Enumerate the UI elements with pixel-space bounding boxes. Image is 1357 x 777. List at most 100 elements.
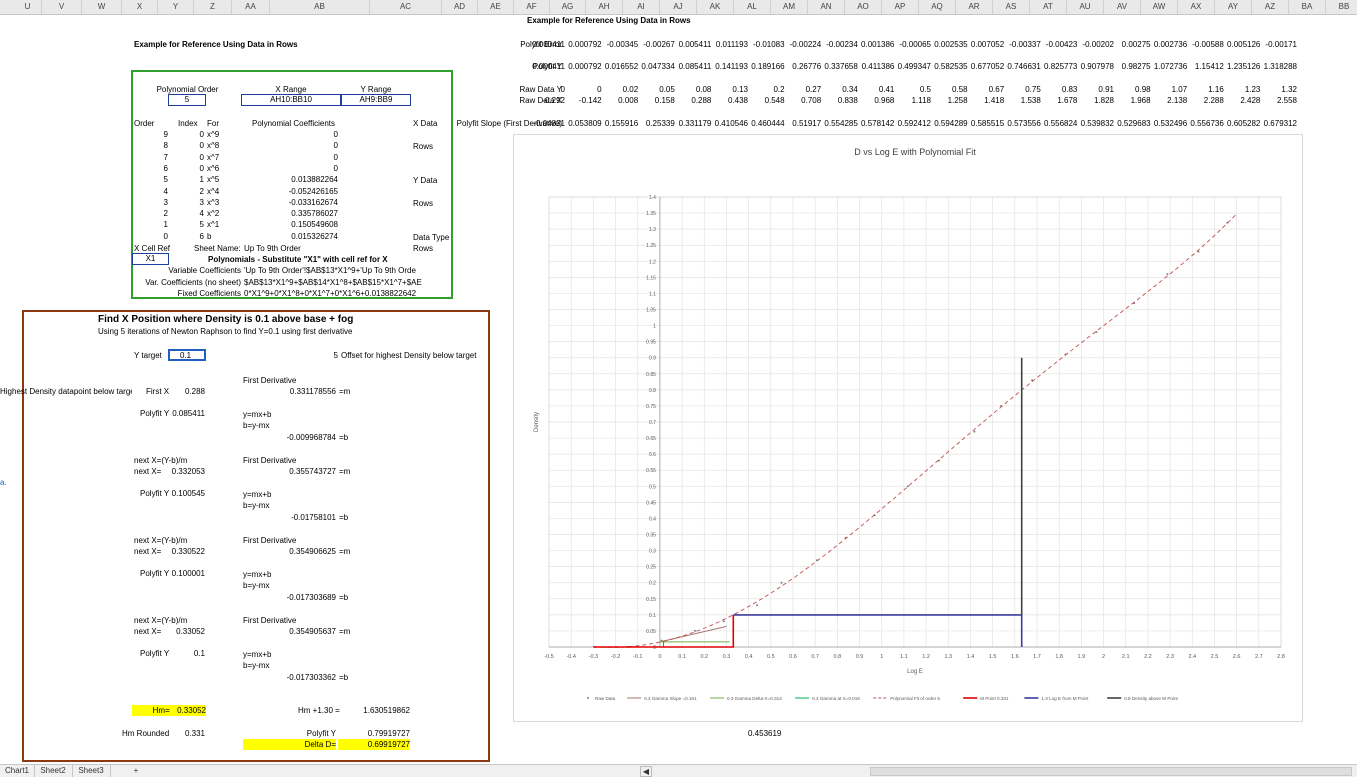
data-cell-raw-y[interactable]: 0.05 bbox=[659, 85, 675, 94]
column-header-ad[interactable]: AD bbox=[442, 0, 478, 14]
data-cell-polyfit-error[interactable]: 0.005126 bbox=[1227, 40, 1261, 49]
data-cell-slope[interactable]: 0.053809 bbox=[568, 119, 602, 128]
data-cell-raw-y[interactable]: 0.2 bbox=[773, 85, 785, 94]
data-cell-polyfit-error[interactable]: -0.00234 bbox=[826, 40, 858, 49]
data-cell-polyfit-y[interactable]: 0.085411 bbox=[678, 62, 712, 71]
data-cell-polyfit-error[interactable]: -0.00337 bbox=[1009, 40, 1041, 49]
column-header-an[interactable]: AN bbox=[808, 0, 845, 14]
column-header-x[interactable]: X bbox=[122, 0, 158, 14]
data-cell-raw-x[interactable]: 2.558 bbox=[1276, 96, 1297, 105]
data-cell-slope[interactable]: 0.51917 bbox=[792, 119, 822, 128]
column-header-y[interactable]: Y bbox=[158, 0, 194, 14]
xcell-ref-input[interactable]: X1 bbox=[132, 253, 169, 265]
data-cell-raw-y[interactable]: 0.34 bbox=[842, 85, 858, 94]
data-cell-raw-x[interactable]: 1.118 bbox=[911, 96, 931, 105]
column-header-au[interactable]: AU bbox=[1067, 0, 1104, 14]
data-cell-slope[interactable]: 0.529683 bbox=[1117, 119, 1151, 128]
data-cell-slope[interactable]: 0.155916 bbox=[604, 119, 639, 128]
data-cell-raw-y[interactable]: 0.5 bbox=[919, 85, 931, 94]
poly-order-input[interactable]: 5 bbox=[168, 94, 206, 106]
column-header-ae[interactable]: AE bbox=[478, 0, 514, 14]
column-header-z[interactable]: Z bbox=[194, 0, 232, 14]
data-cell-slope[interactable]: 0.410546 bbox=[714, 119, 748, 128]
data-cell-polyfit-error[interactable]: 0.000411 bbox=[532, 40, 565, 49]
data-cell-polyfit-error[interactable]: 0.002535 bbox=[934, 40, 968, 49]
column-header-at[interactable]: AT bbox=[1030, 0, 1067, 14]
data-cell-slope[interactable]: 0.539832 bbox=[1080, 119, 1114, 128]
column-header-bb[interactable]: BB bbox=[1326, 0, 1357, 14]
data-cell-polyfit-y[interactable]: 0.000792 bbox=[568, 62, 602, 71]
data-cell-slope[interactable]: 0.460444 bbox=[751, 119, 785, 128]
data-cell-polyfit-error[interactable]: 0.005411 bbox=[678, 40, 712, 49]
data-cell-raw-y[interactable]: 1.16 bbox=[1208, 85, 1224, 94]
data-cell-polyfit-y[interactable]: 0.411386 bbox=[861, 62, 895, 71]
data-cell-polyfit-y[interactable]: 0.582535 bbox=[934, 62, 968, 71]
data-cell-raw-y[interactable]: 0 bbox=[560, 85, 565, 94]
data-cell-raw-x[interactable]: 0.008 bbox=[618, 96, 639, 105]
column-header-ah[interactable]: AH bbox=[586, 0, 623, 14]
scroll-left-icon[interactable]: ◀ bbox=[640, 766, 652, 777]
data-cell-slope[interactable]: 0.573556 bbox=[1007, 119, 1041, 128]
data-cell-raw-x[interactable]: 1.828 bbox=[1093, 96, 1114, 105]
data-cell-polyfit-y[interactable]: 0.907978 bbox=[1080, 62, 1114, 71]
column-header-w[interactable]: W bbox=[82, 0, 122, 14]
data-cell-raw-x[interactable]: 1.678 bbox=[1057, 96, 1078, 105]
data-cell-polyfit-y[interactable]: 0.499347 bbox=[897, 62, 931, 71]
data-cell-raw-y[interactable]: 0.08 bbox=[695, 85, 712, 94]
column-header-ac[interactable]: AC bbox=[370, 0, 442, 14]
column-header-ao[interactable]: AO bbox=[845, 0, 882, 14]
data-cell-polyfit-error[interactable]: -0.00171 bbox=[1265, 40, 1297, 49]
data-cell-raw-y[interactable]: 0.83 bbox=[1061, 85, 1078, 94]
column-header-az[interactable]: AZ bbox=[1252, 0, 1289, 14]
column-header-ax[interactable]: AX bbox=[1178, 0, 1215, 14]
data-cell-polyfit-y[interactable]: 0.677052 bbox=[970, 62, 1005, 71]
data-cell-polyfit-error[interactable]: 0.000792 bbox=[568, 40, 602, 49]
data-cell-polyfit-error[interactable]: -0.00267 bbox=[643, 40, 675, 49]
data-cell-raw-x[interactable]: 1.968 bbox=[1130, 96, 1151, 105]
y-range-input[interactable]: AH9:BB9 bbox=[341, 94, 411, 106]
column-header-aj[interactable]: AJ bbox=[660, 0, 697, 14]
column-header-aw[interactable]: AW bbox=[1141, 0, 1178, 14]
data-cell-slope[interactable]: 0.25339 bbox=[645, 119, 675, 128]
column-header-ai[interactable]: AI bbox=[623, 0, 660, 14]
data-cell-slope[interactable]: 0.605282 bbox=[1227, 119, 1261, 128]
data-cell-raw-y[interactable]: 0.98 bbox=[1135, 85, 1151, 94]
data-cell-polyfit-error[interactable]: -0.00202 bbox=[1082, 40, 1114, 49]
data-cell-polyfit-y[interactable]: 0.141193 bbox=[715, 62, 748, 71]
data-cell-raw-x[interactable]: -0.292 bbox=[542, 96, 565, 105]
data-cell-slope[interactable]: 0.556824 bbox=[1044, 119, 1078, 128]
data-cell-polyfit-error[interactable]: 0.00275 bbox=[1121, 40, 1151, 49]
data-cell-polyfit-error[interactable]: -0.00345 bbox=[606, 40, 639, 49]
data-cell-raw-x[interactable]: 0.968 bbox=[874, 96, 895, 105]
data-cell-polyfit-error[interactable]: 0.001386 bbox=[861, 40, 895, 49]
data-cell-raw-y[interactable]: 1.07 bbox=[1171, 85, 1188, 94]
data-cell-polyfit-y[interactable]: 0.016552 bbox=[604, 62, 639, 71]
column-header-av[interactable]: AV bbox=[1104, 0, 1141, 14]
column-header-ag[interactable]: AG bbox=[550, 0, 586, 14]
var-coef-value[interactable]: 'Up To 9th Order'!$AB$13*X1^9+'Up To 9th… bbox=[244, 266, 416, 275]
var-coef-nosheet-value[interactable]: $AB$13*X1^9+$AB$14*X1^8+$AB$15*X1^7+$AE bbox=[244, 278, 422, 287]
data-cell-polyfit-y[interactable]: 1.15412 bbox=[1194, 62, 1224, 71]
data-cell-raw-x[interactable]: 0.548 bbox=[764, 96, 785, 105]
data-cell-polyfit-y[interactable]: 0.98275 bbox=[1121, 62, 1151, 71]
y-target-input[interactable]: 0.1 bbox=[168, 349, 206, 361]
data-cell-raw-x[interactable]: 2.288 bbox=[1203, 96, 1224, 105]
data-cell-polyfit-error[interactable]: -0.00423 bbox=[1045, 40, 1078, 49]
data-cell-polyfit-error[interactable]: -0.00588 bbox=[1192, 40, 1224, 49]
column-header-aa[interactable]: AA bbox=[232, 0, 270, 14]
column-header-ba[interactable]: BA bbox=[1289, 0, 1326, 14]
data-cell-raw-x[interactable]: 0.158 bbox=[654, 96, 675, 105]
x-range-input[interactable]: AH10:BB10 bbox=[241, 94, 341, 106]
column-header-am[interactable]: AM bbox=[771, 0, 808, 14]
data-cell-raw-y[interactable]: 0.75 bbox=[1025, 85, 1041, 94]
data-cell-polyfit-y[interactable]: 0.047334 bbox=[641, 62, 675, 71]
data-cell-raw-x[interactable]: 2.428 bbox=[1240, 96, 1261, 105]
column-header-aq[interactable]: AQ bbox=[919, 0, 956, 14]
column-header-ap[interactable]: AP bbox=[882, 0, 919, 14]
column-header-ak[interactable]: AK bbox=[697, 0, 734, 14]
data-cell-slope[interactable]: 0.331179 bbox=[678, 119, 712, 128]
data-cell-raw-x[interactable]: 1.418 bbox=[984, 96, 1005, 105]
chart-area[interactable]: D vs Log E with Polynomial Fit -0.5 -0.4 -0… bbox=[513, 134, 1303, 722]
data-cell-raw-y[interactable]: 0.27 bbox=[805, 85, 822, 94]
data-cell-slope[interactable]: 0.532496 bbox=[1153, 119, 1188, 128]
